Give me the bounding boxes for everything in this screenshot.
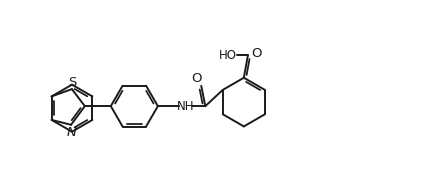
- Text: HO: HO: [219, 49, 237, 62]
- Text: O: O: [252, 47, 262, 60]
- Text: S: S: [68, 76, 76, 89]
- Text: N: N: [66, 126, 77, 139]
- Text: O: O: [191, 72, 202, 85]
- Text: NH: NH: [177, 100, 194, 113]
